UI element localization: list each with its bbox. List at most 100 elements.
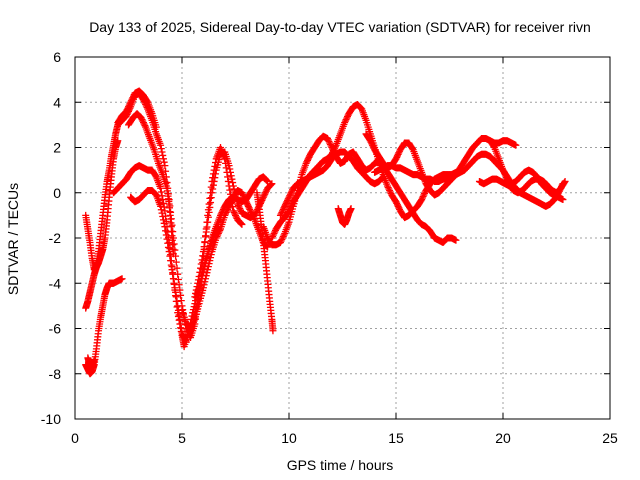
data-point xyxy=(279,232,287,240)
x-tick-label: 15 xyxy=(388,430,404,446)
data-point xyxy=(234,202,242,210)
data-point xyxy=(241,196,249,204)
data-point xyxy=(204,213,212,221)
data-point xyxy=(167,257,175,265)
data-point xyxy=(238,220,246,228)
data-point xyxy=(157,145,165,153)
data-point xyxy=(285,207,293,215)
data-point xyxy=(242,198,250,206)
data-point xyxy=(286,190,294,198)
data-point xyxy=(157,184,165,192)
data-point xyxy=(222,210,230,218)
series-arc-6 xyxy=(82,137,122,312)
data-point xyxy=(182,337,190,345)
data-point xyxy=(384,183,392,191)
y-tick-label: 2 xyxy=(53,140,61,156)
x-tick-label: 10 xyxy=(281,430,297,446)
data-point xyxy=(174,275,182,283)
data-point xyxy=(165,248,173,256)
data-point xyxy=(270,229,278,237)
data-point xyxy=(152,123,160,131)
data-point xyxy=(267,180,275,188)
data-point xyxy=(378,174,386,182)
data-point xyxy=(202,275,210,283)
data-point xyxy=(279,205,287,213)
data-point xyxy=(268,234,276,242)
data-point xyxy=(279,207,287,215)
data-point xyxy=(199,252,207,260)
data-point xyxy=(394,202,402,210)
data-point xyxy=(159,155,167,163)
data-point xyxy=(139,117,147,125)
data-point xyxy=(236,205,244,213)
data-point xyxy=(341,119,349,127)
data-point xyxy=(205,200,213,208)
data-point xyxy=(245,204,253,212)
data-point xyxy=(269,327,277,335)
data-point xyxy=(177,325,185,332)
data-point xyxy=(200,281,208,289)
data-point xyxy=(392,198,400,206)
data-point xyxy=(227,199,235,207)
y-tick-label: -8 xyxy=(49,366,62,382)
data-point xyxy=(230,185,238,193)
data-point xyxy=(196,268,204,276)
data-point xyxy=(164,239,172,247)
data-point xyxy=(325,137,333,145)
data-point xyxy=(158,148,166,156)
data-point xyxy=(244,201,252,209)
data-point xyxy=(188,321,196,329)
data-point xyxy=(283,198,291,206)
data-point xyxy=(206,194,214,202)
data-point xyxy=(418,196,426,204)
data-point xyxy=(229,182,237,190)
y-tick-label: -4 xyxy=(49,275,62,291)
data-point xyxy=(114,137,122,145)
data-point xyxy=(164,243,172,251)
data-point xyxy=(239,192,247,200)
data-point xyxy=(197,264,205,272)
data-point xyxy=(560,179,568,187)
data-point xyxy=(421,190,429,198)
data-point xyxy=(137,114,145,122)
data-point xyxy=(215,228,223,236)
data-point xyxy=(246,205,254,213)
data-point xyxy=(207,254,215,262)
data-point xyxy=(343,113,351,121)
data-point xyxy=(258,196,266,204)
data-point xyxy=(172,258,180,266)
data-point xyxy=(140,120,148,128)
data-point xyxy=(187,323,195,331)
data-point xyxy=(211,174,219,182)
data-point xyxy=(262,176,270,184)
data-point xyxy=(158,192,166,200)
data-point xyxy=(261,190,269,198)
data-point xyxy=(304,156,312,164)
data-point xyxy=(201,278,209,286)
data-point xyxy=(227,198,235,206)
data-point xyxy=(223,207,231,215)
data-point xyxy=(125,101,133,109)
data-point xyxy=(173,264,181,272)
x-axis-label: GPS time / hours xyxy=(287,457,394,473)
data-point xyxy=(203,269,211,277)
data-point xyxy=(208,189,216,197)
data-point xyxy=(286,192,294,200)
data-point xyxy=(228,175,236,183)
data-point xyxy=(214,229,222,237)
data-point xyxy=(222,208,230,216)
data-point xyxy=(182,338,190,346)
data-point xyxy=(143,97,151,105)
data-point xyxy=(305,153,313,161)
x-tick-label: 25 xyxy=(602,430,618,446)
grid xyxy=(75,57,610,419)
data-point xyxy=(229,207,237,215)
data-point xyxy=(224,205,232,213)
data-point xyxy=(172,288,180,296)
data-point xyxy=(331,143,339,151)
data-point xyxy=(386,188,394,196)
data-point xyxy=(124,104,132,112)
data-point xyxy=(169,250,177,258)
data-point xyxy=(125,103,132,111)
